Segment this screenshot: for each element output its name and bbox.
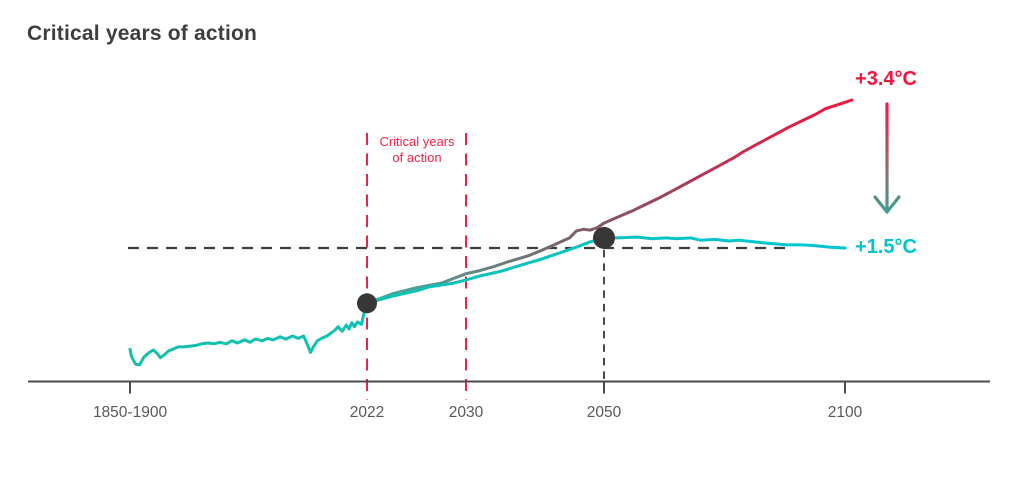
marker-dot-2022 [357,293,377,314]
x-tick-label-2030: 2030 [449,404,484,421]
chart-title: Critical years of action [27,22,258,45]
pathway-1p5c-line [365,235,847,305]
marker-dot-2050 [593,226,615,249]
x-tick-label-1850-1900: 1850-1900 [93,404,168,421]
x-tick-label-2022: 2022 [350,404,384,421]
scenario-arrow-head [873,195,901,214]
observed-warming-line [128,301,369,367]
scenario-arrow [873,102,901,214]
high-scenario-label: +3.4°C [855,68,917,90]
low-scenario-label: +1.5°C [855,236,917,258]
critical-years-annotation-line2: of action [392,150,442,165]
critical-years-annotation: Critical years of action [369,134,465,166]
x-tick-label-2050: 2050 [587,404,622,421]
critical-years-annotation-line1: Critical years [379,134,455,149]
x-tick-label-2100: 2100 [828,404,863,421]
pathway-3p4c-line [365,98,854,305]
